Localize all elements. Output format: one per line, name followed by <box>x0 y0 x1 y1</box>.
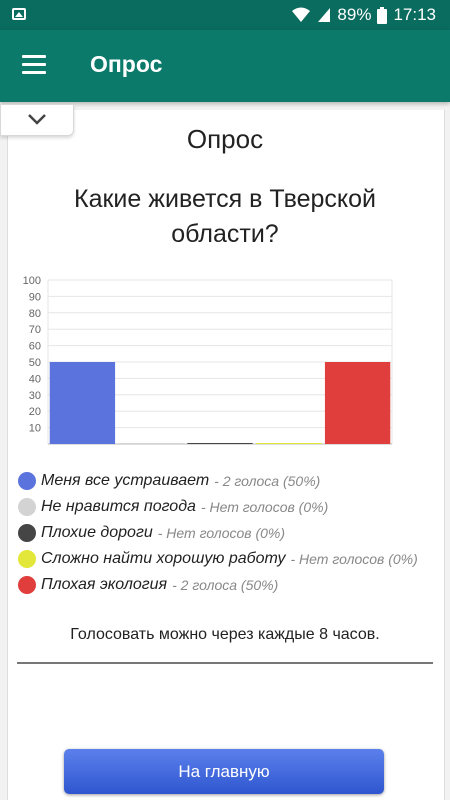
legend-count: - Нет голосов (0%) <box>200 499 329 515</box>
legend: Меня все устраивает - 2 голоса (50%) Не … <box>18 468 438 598</box>
wifi-icon <box>292 7 311 22</box>
poll-title: Опрос <box>186 124 264 154</box>
legend-count: - 2 голоса (50%) <box>172 577 279 593</box>
y-tick-label: 10 <box>29 423 41 435</box>
bar <box>49 362 116 444</box>
legend-dot <box>18 524 36 542</box>
collapse-toggle[interactable] <box>0 104 74 136</box>
vote-interval-note: Голосовать можно через каждые 8 часов. <box>70 626 380 643</box>
legend-item: Сложно найти хорошую работу - Нет голосо… <box>18 546 438 572</box>
legend-item: Плохие дороги - Нет голосов (0%) <box>18 520 438 546</box>
legend-item: Меня все устраивает - 2 голоса (50%) <box>18 468 438 494</box>
chevron-down-icon <box>28 114 46 125</box>
y-tick-label: 80 <box>29 308 41 320</box>
legend-count: - 2 голоса (50%) <box>214 473 321 489</box>
bar <box>324 362 391 444</box>
hamburger-menu-icon[interactable] <box>22 55 46 75</box>
poll-card <box>7 110 445 800</box>
y-tick-label: 70 <box>29 324 41 336</box>
divider <box>17 662 433 664</box>
y-tick-label: 60 <box>29 341 41 353</box>
y-tick-label: 90 <box>29 291 41 303</box>
legend-label: Меня все устраивает <box>41 472 210 489</box>
app-bar-title: Опрос <box>90 51 163 77</box>
signal-icon <box>318 8 331 22</box>
clock: 17:13 <box>393 5 436 24</box>
status-bar: 89% 17:13 <box>0 0 450 30</box>
legend-label: Сложно найти хорошую работу <box>41 550 286 567</box>
poll-question: Какие живется в Тверской области? <box>74 185 376 248</box>
y-tick-label: 40 <box>29 373 41 385</box>
legend-item: Плохая экология - 2 голоса (50%) <box>18 572 438 598</box>
legend-label: Не нравится погода <box>41 498 196 515</box>
y-tick-label: 20 <box>29 406 41 418</box>
home-button[interactable]: На главную <box>64 749 384 794</box>
legend-dot <box>18 498 36 516</box>
legend-label: Плохая экология <box>41 576 168 593</box>
legend-item: Не нравится погода - Нет голосов (0%) <box>18 494 438 520</box>
legend-dot <box>18 550 36 568</box>
battery-icon <box>377 6 388 24</box>
status-right: 89% 17:13 <box>291 5 436 25</box>
results-bar-chart: 10 20 30 40 50 60 70 80 90 100 <box>23 275 393 445</box>
y-tick-label: 100 <box>23 275 41 287</box>
legend-dot <box>18 576 36 594</box>
legend-dot <box>18 472 36 490</box>
legend-count: - Нет голосов (0%) <box>290 551 418 567</box>
legend-count: - Нет голосов (0%) <box>157 525 286 541</box>
image-notification-icon <box>12 8 26 20</box>
y-tick-label: 50 <box>29 357 41 369</box>
app-bar: Опрос <box>0 30 450 102</box>
y-tick-label: 30 <box>29 390 41 402</box>
bar <box>256 443 322 444</box>
battery-percent: 89% <box>337 5 372 24</box>
bar <box>187 443 253 444</box>
bar <box>118 443 184 444</box>
legend-label: Плохие дороги <box>41 524 153 541</box>
